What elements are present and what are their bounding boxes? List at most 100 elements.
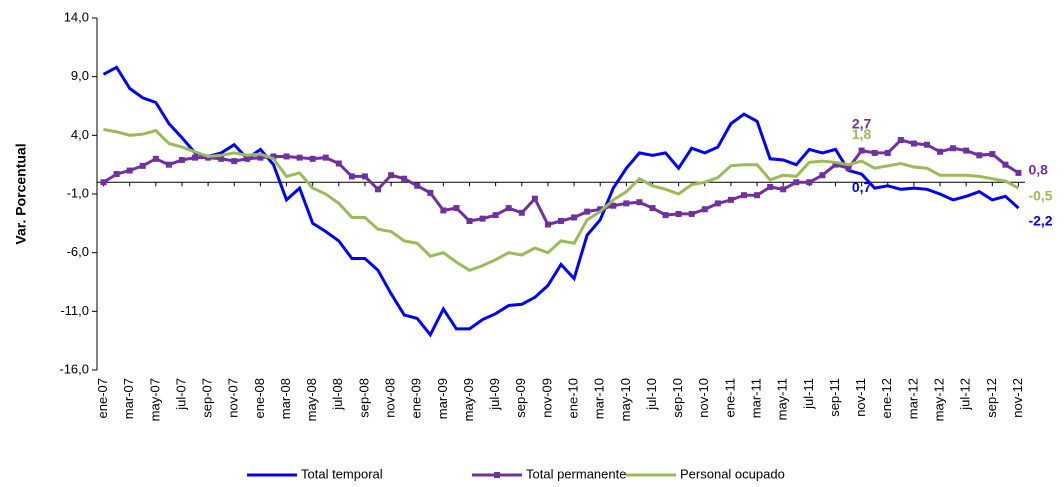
series-marker [479, 215, 486, 222]
series-marker [937, 148, 944, 155]
x-tick-label: jul-07 [173, 378, 188, 411]
value-label: 1,8 [852, 126, 872, 142]
series-marker [296, 154, 303, 161]
x-tick-label: sep-09 [513, 378, 528, 418]
series-marker [884, 149, 891, 156]
series-marker [610, 202, 617, 209]
x-tick-label: nov-08 [383, 378, 398, 418]
series-marker [1015, 169, 1022, 176]
series-marker [375, 186, 382, 193]
x-tick-label: jul-12 [958, 378, 973, 411]
x-tick-label: nov-07 [226, 378, 241, 418]
series-marker [309, 155, 316, 162]
series-marker [558, 217, 564, 224]
series-marker [714, 200, 721, 207]
y-tick-label: -11,0 [60, 303, 89, 318]
series-marker [388, 172, 395, 179]
series-marker [636, 199, 643, 206]
x-tick-label: may-12 [931, 378, 946, 421]
series-marker [322, 154, 329, 161]
series-marker [453, 205, 460, 212]
series-marker [178, 156, 185, 163]
x-tick-label: may-11 [775, 378, 790, 420]
series-marker [139, 162, 146, 169]
x-tick-label: mar-10 [592, 378, 607, 419]
series-marker [754, 192, 761, 199]
series-marker [819, 172, 826, 179]
series-marker [623, 200, 630, 207]
x-tick-label: may-09 [461, 378, 476, 421]
series-marker [440, 207, 447, 214]
x-tick-label: sep-10 [670, 378, 685, 418]
x-tick-label: nov-12 [1010, 378, 1025, 418]
y-tick-label: 4,0 [71, 127, 89, 142]
series-marker [571, 214, 578, 221]
x-tick-label: jul-08 [330, 378, 345, 411]
series-marker [740, 192, 747, 199]
series-marker [662, 212, 669, 219]
series-marker [584, 208, 591, 215]
series-marker [427, 189, 434, 196]
series-marker [505, 205, 512, 212]
x-tick-label: mar-07 [121, 378, 136, 419]
legend-label: Total temporal [301, 466, 383, 481]
x-tick-label: ene-11 [722, 378, 737, 418]
series-marker [806, 179, 813, 186]
series-marker [910, 140, 917, 147]
series-marker [727, 196, 734, 203]
series-marker [989, 151, 996, 158]
y-tick-label: -6,0 [67, 244, 89, 259]
series-marker [531, 195, 538, 202]
x-tick-label: sep-08 [356, 378, 371, 418]
value-label: 0,8 [1028, 162, 1048, 178]
series-marker [858, 147, 865, 154]
value-label: 0,7 [852, 179, 872, 195]
x-tick-label: sep-11 [827, 378, 842, 417]
y-axis-label: Var. Porcentual [13, 143, 29, 244]
value-label: -2,2 [1028, 213, 1052, 229]
series-marker [701, 206, 708, 213]
x-tick-label: jul-09 [487, 378, 502, 411]
series-marker [518, 209, 525, 216]
x-tick-label: ene-08 [252, 378, 267, 418]
series-marker [597, 206, 604, 213]
series-marker [283, 153, 290, 160]
series-marker [361, 173, 368, 180]
value-label: 2,7 [852, 115, 872, 131]
series-marker [165, 161, 172, 168]
y-tick-label: -1,0 [67, 185, 89, 200]
series-marker [675, 210, 682, 217]
x-tick-label: mar-09 [435, 378, 450, 419]
series-marker [780, 186, 787, 193]
x-tick-label: ene-10 [566, 378, 581, 418]
x-tick-label: jul-10 [644, 378, 659, 411]
series-marker [192, 154, 199, 161]
x-tick-label: nov-11 [853, 378, 868, 417]
legend-label: Personal ocupado [680, 466, 785, 481]
x-tick-label: jul-11 [801, 378, 816, 410]
x-tick-label: ene-07 [95, 378, 110, 418]
series-marker [976, 152, 983, 159]
series-marker [218, 155, 225, 162]
series-marker [871, 149, 878, 156]
x-tick-label: sep-12 [984, 378, 999, 418]
series-marker [244, 155, 251, 162]
x-tick-label: may-08 [304, 378, 319, 421]
series-marker [1002, 161, 1009, 168]
series-line [102, 65, 1020, 338]
series-marker [152, 155, 159, 162]
legend-label: Total permanente [526, 466, 626, 481]
series-line [103, 128, 1020, 272]
series-marker [649, 205, 656, 212]
x-tick-label: may-07 [147, 378, 162, 421]
series-marker [466, 217, 473, 224]
series-marker [963, 147, 970, 154]
series-marker [348, 173, 355, 180]
value-label: -0,5 [1028, 188, 1052, 204]
series-marker [401, 175, 408, 182]
series-marker [492, 212, 499, 219]
series-marker [414, 182, 421, 189]
series-marker [950, 145, 957, 152]
series-marker [793, 179, 800, 186]
